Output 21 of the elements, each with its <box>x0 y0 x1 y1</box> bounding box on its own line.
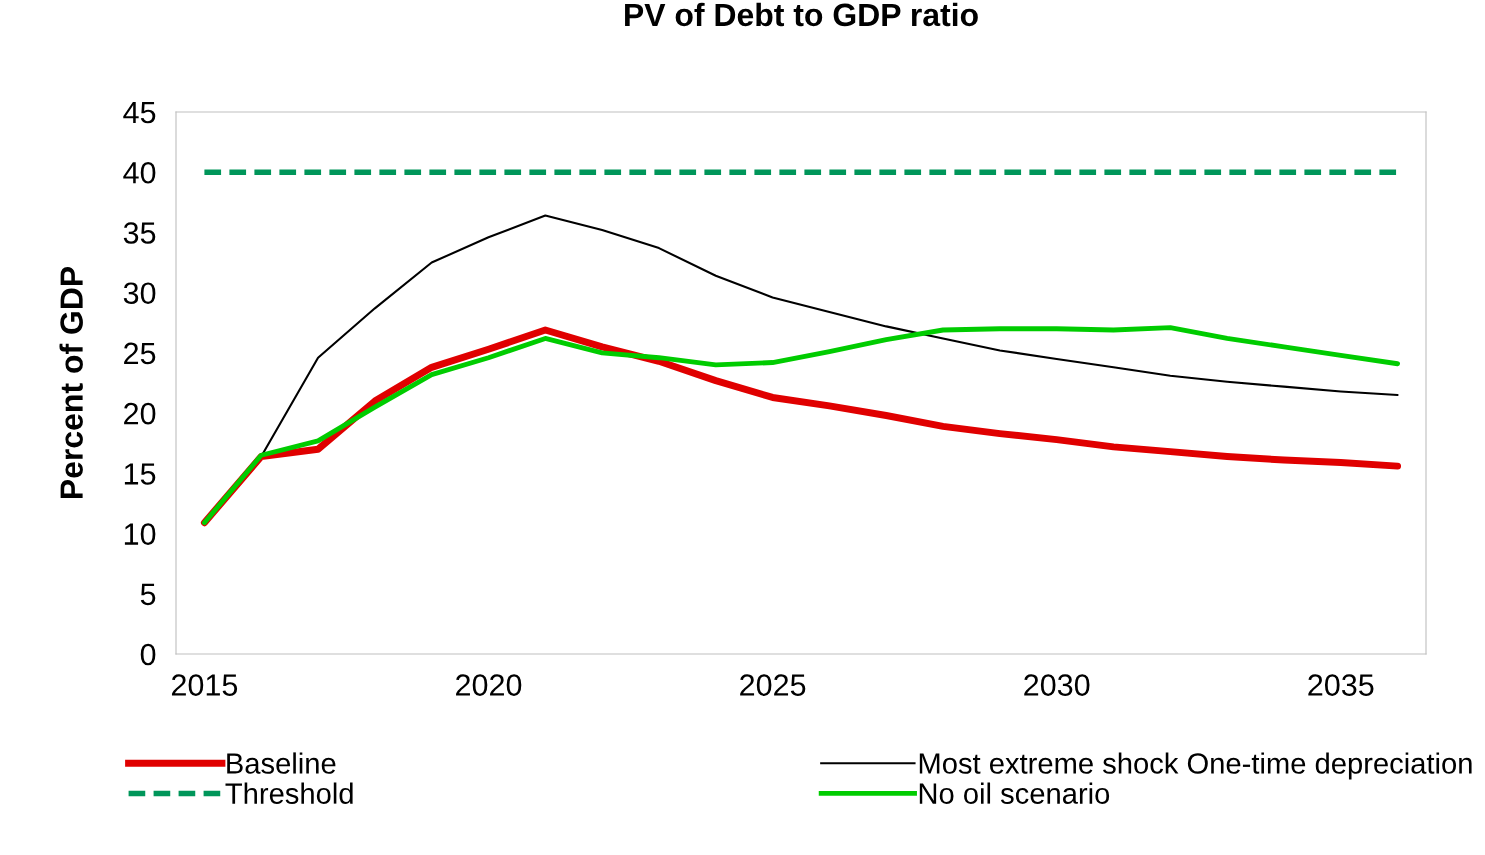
y-tick-label: 40 <box>123 161 156 184</box>
x-tick-label: 2020 <box>456 674 522 696</box>
x-tick-label: 2030 <box>1024 674 1090 696</box>
y-tick-label: 45 <box>123 102 156 124</box>
y-tick-label: 10 <box>124 523 156 545</box>
y-axis-title: Percent of GDP <box>59 266 83 499</box>
y-tick-label: 15 <box>124 463 156 485</box>
chart-title: PV of Debt to GDP ratio <box>625 2 978 27</box>
legend-label: No oil scenario <box>919 782 1110 804</box>
x-tick-label: 2035 <box>1308 674 1374 696</box>
legend-label: Most extreme shock One-time depreciation <box>919 752 1472 780</box>
legend-label: Baseline <box>227 752 336 774</box>
x-tick-label: 2015 <box>171 674 238 696</box>
y-tick-label: 5 <box>140 583 156 606</box>
y-tick-label: 35 <box>123 222 156 244</box>
y-tick-label: 20 <box>124 402 156 425</box>
y-tick-label: 30 <box>123 282 156 305</box>
legend-label: Threshold <box>225 782 353 804</box>
y-tick-label: 25 <box>124 342 156 365</box>
x-tick-label: 2025 <box>740 674 806 696</box>
y-tick-label: 0 <box>140 643 156 666</box>
